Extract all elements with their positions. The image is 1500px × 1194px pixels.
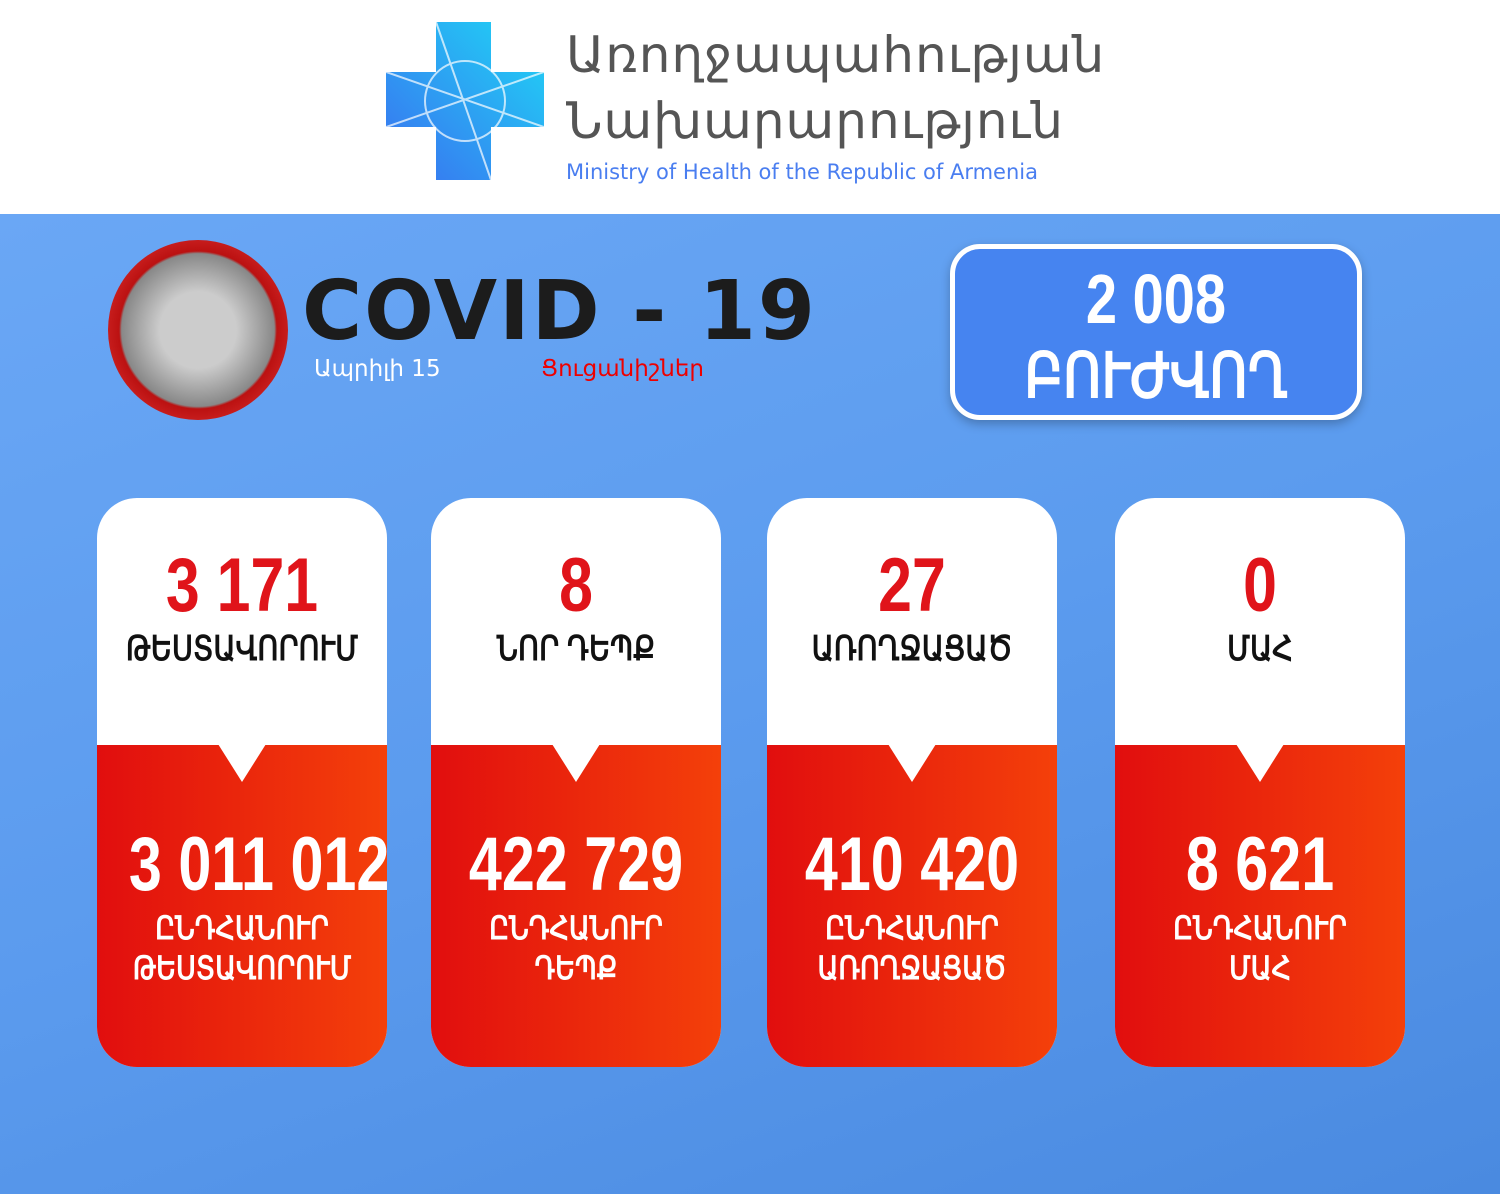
total-label-1: ԸՆԴՀԱՆՈՒՐ	[825, 910, 999, 946]
total-label-2: ԴԵՊՔ	[534, 950, 618, 986]
ministry-title-line1: Առողջապահության	[566, 26, 1106, 84]
pointer-notch	[1236, 744, 1284, 782]
daily-label: ՆՈՐ ԴԵՊՔ	[496, 630, 656, 668]
daily-label: ԹԵՍՏԱՎՈՐՈՒՄ	[125, 630, 359, 668]
daily-label: ԱՌՈՂՋԱՑԱԾ	[811, 630, 1013, 668]
stat-card-tests: 3 171 ԹԵՍՏԱՎՈՐՈՒՄ 3 011 012 ԸՆԴՀԱՆՈՒՐ ԹԵՍՏԱ…	[97, 498, 387, 1067]
daily-value: 0	[1243, 543, 1277, 628]
stat-card-deaths: 0 ՄԱՀ 8 621 ԸՆԴՀԱՆՈՒՐ ՄԱՀ	[1115, 498, 1405, 1067]
total-label-1: ԸՆԴՀԱՆՈՒՐ	[155, 910, 329, 946]
virus-icon	[108, 240, 288, 420]
total-label-2: ՄԱՀ	[1229, 950, 1291, 986]
ministry-logo-cross-icon	[386, 22, 544, 180]
total-label-1: ԸՆԴՀԱՆՈՒՐ	[1173, 910, 1347, 946]
stat-card-cases: 8 ՆՈՐ ԴԵՊՔ 422 729 ԸՆԴՀԱՆՈՒՐ ԴԵՊՔ	[431, 498, 721, 1067]
stat-card-recovered: 27 ԱՌՈՂՋԱՑԱԾ 410 420 ԸՆԴՀԱՆՈՒՐ ԱՌՈՂՋԱՑԱԾ	[767, 498, 1057, 1067]
total-value: 410 420	[804, 822, 1020, 907]
covid-title: COVID - 19	[302, 264, 817, 359]
daily-value: 27	[878, 543, 946, 628]
indicators-label: Ցուցանիշներ	[541, 356, 704, 382]
daily-value: 8	[559, 543, 593, 628]
recovered-label: ԲՈՒԺՎՈՂ	[1024, 342, 1288, 411]
daily-value: 3 171	[165, 543, 319, 628]
total-label-2: ԹԵՍՏԱՎՈՐՈՒՄ	[132, 950, 352, 986]
pointer-notch	[552, 744, 600, 782]
recovered-value: 2 008	[1085, 260, 1227, 338]
total-value: 3 011 012	[128, 822, 387, 907]
total-value: 8 621	[1185, 822, 1335, 907]
ministry-title-line2: Նախարարություն	[566, 92, 1064, 150]
header: Առողջապահության Նախարարություն Ministry …	[0, 0, 1500, 214]
total-label-2: ԱՌՈՂՋԱՑԱԾ	[817, 950, 1007, 986]
daily-label: ՄԱՀ	[1227, 630, 1293, 668]
recovered-box: 2 008 ԲՈՒԺՎՈՂ	[950, 244, 1362, 420]
pointer-notch	[218, 744, 266, 782]
pointer-notch	[888, 744, 936, 782]
total-value: 422 729	[468, 822, 684, 907]
report-date: Ապրիլի 15	[314, 356, 441, 382]
ministry-subtitle: Ministry of Health of the Republic of Ar…	[566, 160, 1038, 184]
total-label-1: ԸՆԴՀԱՆՈՒՐ	[489, 910, 663, 946]
main-panel: COVID - 19 Ապրիլի 15 Ցուցանիշներ 2 008 Բ…	[0, 214, 1500, 1194]
